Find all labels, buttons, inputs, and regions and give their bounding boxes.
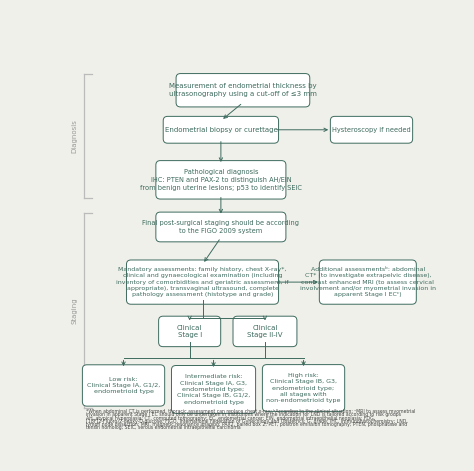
Text: Mandatory assessments: family history, chest X-ray*,
clinical and gynaecological: Mandatory assessments: family history, c…	[116, 267, 289, 297]
Text: Final post-surgical staging should be according
to the FIGO 2009 system: Final post-surgical staging should be ac…	[142, 220, 300, 234]
FancyBboxPatch shape	[159, 316, 221, 347]
Text: Low risk:
Clinical Stage IA, G1/2,
endometrioid type: Low risk: Clinical Stage IA, G1/2, endom…	[87, 376, 160, 394]
Text: lymph node dissection; MRI, magnetic resonance imaging; PAX2, paired box 2; PET,: lymph node dissection; MRI, magnetic res…	[86, 422, 407, 427]
FancyBboxPatch shape	[163, 116, 279, 143]
Text: [18F]2-Fluoro-2-deoxy-D-glucose; FIGO, International Federation of Gynecology an: [18F]2-Fluoro-2-deoxy-D-glucose; FIGO, I…	[86, 419, 408, 423]
FancyBboxPatch shape	[172, 365, 255, 414]
Text: Hysteroscopy if needed: Hysteroscopy if needed	[332, 127, 411, 133]
Text: Clinical
Stage II-IV: Clinical Stage II-IV	[247, 325, 283, 338]
Text: AH, atypical hyperplasia; CT, computed tomography; EC, endometrial cancer; EIN, : AH, atypical hyperplasia; CT, computed t…	[86, 415, 375, 421]
Text: Additional assessmentsᵇ: abdominal
CT* (to investigate extrapelvic disease),
con: Additional assessmentsᵇ: abdominal CT* (…	[300, 267, 436, 297]
Text: Diagnosis: Diagnosis	[72, 119, 78, 153]
Text: Intermediate risk:
Clinical Stage IA, G3,
endometrioid type;
Clinical Stage IB, : Intermediate risk: Clinical Stage IA, G3…	[177, 374, 250, 405]
FancyBboxPatch shape	[82, 365, 164, 406]
Text: High risk:
Clinical Stage IB, G3,
endometrioid type;
all stages with
non-endomet: High risk: Clinical Stage IB, G3, endome…	[266, 373, 341, 403]
Text: Clinical
Stage I: Clinical Stage I	[177, 325, 202, 338]
Text: Pathological diagnosis
IHC: PTEN and PAX-2 to distinguish AH/EIN
from benign ute: Pathological diagnosis IHC: PTEN and PAX…	[140, 169, 302, 191]
Text: *When abdominal CT is performed, thoracic assessment can replace chest x-ray; ᵇA: *When abdominal CT is performed, thoraci…	[86, 409, 415, 414]
Text: tensin homolog; SEIC, serous endometrial intraepithelial carcinoma: tensin homolog; SEIC, serous endometrial…	[86, 425, 240, 430]
FancyBboxPatch shape	[330, 116, 413, 143]
FancyBboxPatch shape	[127, 260, 279, 304]
FancyBboxPatch shape	[319, 260, 416, 304]
FancyBboxPatch shape	[263, 365, 345, 411]
FancyBboxPatch shape	[233, 316, 297, 347]
FancyBboxPatch shape	[156, 212, 286, 242]
Text: Measurement of endometrial thickness by
ultrasonography using a cut-off of ≤3 mm: Measurement of endometrial thickness by …	[169, 83, 317, 97]
Text: Endometrial biopsy or curettage: Endometrial biopsy or curettage	[164, 127, 277, 133]
Text: invasion in apparent Stage I EC should only be undertaken in institutions where : invasion in apparent Stage I EC should o…	[86, 413, 401, 417]
FancyBboxPatch shape	[176, 73, 310, 107]
FancyBboxPatch shape	[156, 161, 286, 199]
Text: Staging: Staging	[72, 297, 78, 324]
